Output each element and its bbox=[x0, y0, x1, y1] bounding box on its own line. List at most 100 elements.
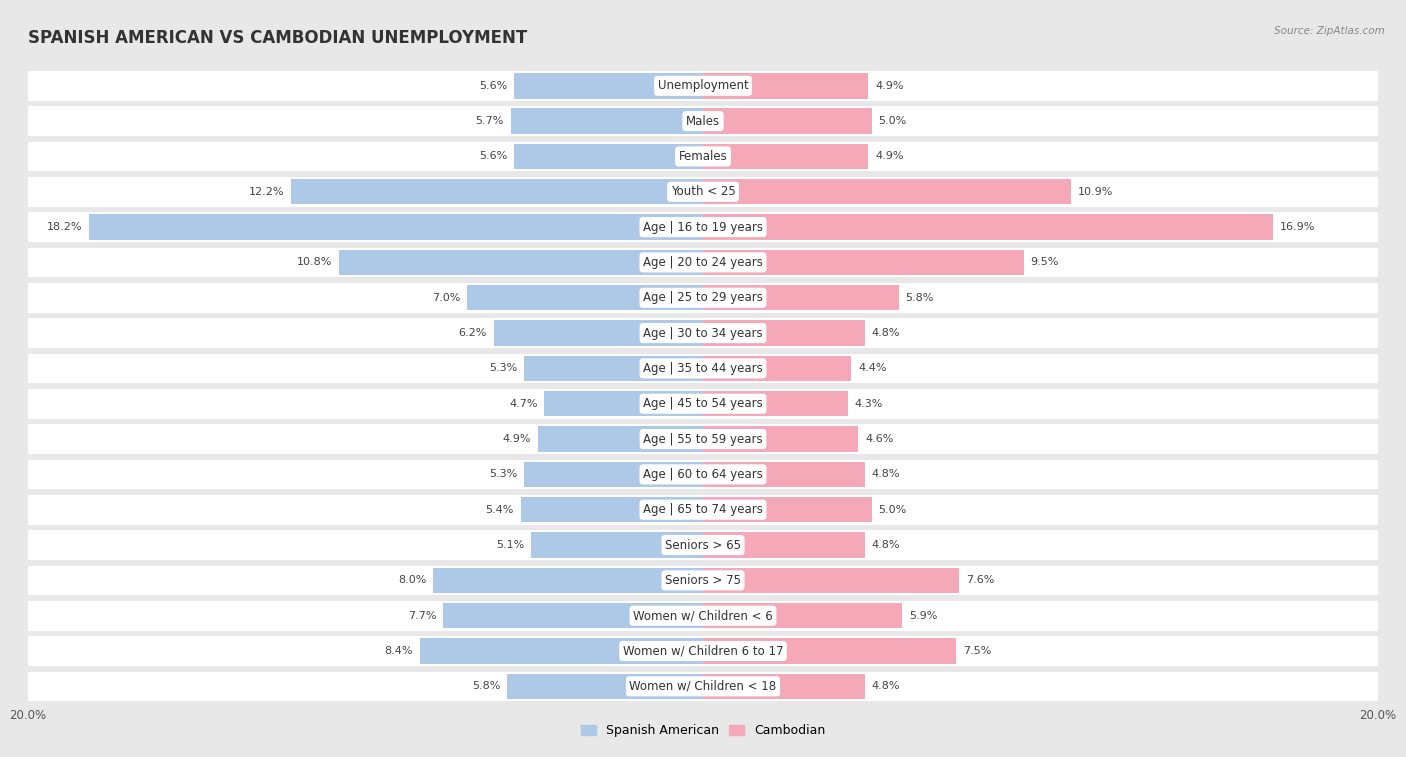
Bar bbox=[467, 285, 703, 310]
Bar bbox=[494, 320, 703, 346]
Bar bbox=[28, 354, 1378, 383]
Bar bbox=[703, 108, 872, 134]
Text: 5.8%: 5.8% bbox=[905, 293, 934, 303]
Text: 5.0%: 5.0% bbox=[879, 116, 907, 126]
Legend: Spanish American, Cambodian: Spanish American, Cambodian bbox=[576, 719, 830, 743]
Text: 4.8%: 4.8% bbox=[872, 328, 900, 338]
Text: Unemployment: Unemployment bbox=[658, 79, 748, 92]
Text: Age | 25 to 29 years: Age | 25 to 29 years bbox=[643, 291, 763, 304]
Bar bbox=[443, 603, 703, 628]
Bar bbox=[28, 248, 1378, 277]
Text: 5.6%: 5.6% bbox=[479, 81, 508, 91]
Text: 10.8%: 10.8% bbox=[297, 257, 332, 267]
Bar bbox=[703, 462, 865, 487]
Bar bbox=[28, 459, 1378, 489]
Text: 5.0%: 5.0% bbox=[879, 505, 907, 515]
Text: Age | 55 to 59 years: Age | 55 to 59 years bbox=[643, 432, 763, 446]
Bar bbox=[508, 674, 703, 699]
Text: 5.4%: 5.4% bbox=[485, 505, 515, 515]
Text: 16.9%: 16.9% bbox=[1279, 222, 1316, 232]
Text: Age | 65 to 74 years: Age | 65 to 74 years bbox=[643, 503, 763, 516]
Text: 5.8%: 5.8% bbox=[472, 681, 501, 691]
Bar bbox=[703, 391, 848, 416]
Bar bbox=[28, 177, 1378, 207]
Text: 7.5%: 7.5% bbox=[963, 646, 991, 656]
Bar bbox=[703, 320, 865, 346]
Bar bbox=[703, 426, 858, 452]
Text: 4.8%: 4.8% bbox=[872, 540, 900, 550]
Bar bbox=[433, 568, 703, 593]
Text: Seniors > 65: Seniors > 65 bbox=[665, 538, 741, 552]
Bar bbox=[28, 565, 1378, 595]
Bar bbox=[703, 73, 869, 98]
Text: Women w/ Children < 6: Women w/ Children < 6 bbox=[633, 609, 773, 622]
Bar bbox=[28, 671, 1378, 701]
Bar bbox=[28, 318, 1378, 348]
Text: 8.0%: 8.0% bbox=[398, 575, 426, 585]
Text: 12.2%: 12.2% bbox=[249, 187, 284, 197]
Bar bbox=[524, 356, 703, 381]
Bar bbox=[703, 250, 1024, 275]
Bar bbox=[703, 568, 959, 593]
Bar bbox=[537, 426, 703, 452]
Bar bbox=[515, 144, 703, 169]
Bar bbox=[28, 389, 1378, 419]
Text: Age | 35 to 44 years: Age | 35 to 44 years bbox=[643, 362, 763, 375]
Text: 5.3%: 5.3% bbox=[489, 469, 517, 479]
Text: Males: Males bbox=[686, 114, 720, 128]
Text: 5.1%: 5.1% bbox=[496, 540, 524, 550]
Text: Age | 20 to 24 years: Age | 20 to 24 years bbox=[643, 256, 763, 269]
Text: Seniors > 75: Seniors > 75 bbox=[665, 574, 741, 587]
Text: 4.9%: 4.9% bbox=[875, 151, 904, 161]
Text: 18.2%: 18.2% bbox=[46, 222, 82, 232]
Text: 7.6%: 7.6% bbox=[966, 575, 994, 585]
Bar bbox=[28, 212, 1378, 242]
Bar bbox=[703, 285, 898, 310]
Text: 4.3%: 4.3% bbox=[855, 399, 883, 409]
Bar bbox=[419, 638, 703, 664]
Bar bbox=[703, 144, 869, 169]
Text: 5.6%: 5.6% bbox=[479, 151, 508, 161]
Text: 9.5%: 9.5% bbox=[1031, 257, 1059, 267]
Bar bbox=[28, 636, 1378, 666]
Bar bbox=[28, 424, 1378, 454]
Text: Women w/ Children < 18: Women w/ Children < 18 bbox=[630, 680, 776, 693]
Text: Age | 16 to 19 years: Age | 16 to 19 years bbox=[643, 220, 763, 234]
Bar bbox=[703, 674, 865, 699]
Bar bbox=[291, 179, 703, 204]
Bar bbox=[544, 391, 703, 416]
Bar bbox=[28, 106, 1378, 136]
Bar bbox=[28, 601, 1378, 631]
Bar bbox=[703, 356, 852, 381]
Text: Source: ZipAtlas.com: Source: ZipAtlas.com bbox=[1274, 26, 1385, 36]
Text: Youth < 25: Youth < 25 bbox=[671, 185, 735, 198]
Text: 10.9%: 10.9% bbox=[1077, 187, 1114, 197]
Bar bbox=[339, 250, 703, 275]
Bar bbox=[28, 495, 1378, 525]
Text: SPANISH AMERICAN VS CAMBODIAN UNEMPLOYMENT: SPANISH AMERICAN VS CAMBODIAN UNEMPLOYME… bbox=[28, 29, 527, 47]
Bar bbox=[28, 142, 1378, 171]
Text: 5.7%: 5.7% bbox=[475, 116, 503, 126]
Text: 4.9%: 4.9% bbox=[875, 81, 904, 91]
Text: 4.4%: 4.4% bbox=[858, 363, 887, 373]
Text: 4.7%: 4.7% bbox=[509, 399, 537, 409]
Text: 8.4%: 8.4% bbox=[384, 646, 413, 656]
Text: Women w/ Children 6 to 17: Women w/ Children 6 to 17 bbox=[623, 644, 783, 658]
Text: 7.0%: 7.0% bbox=[432, 293, 460, 303]
Bar bbox=[28, 71, 1378, 101]
Bar bbox=[28, 283, 1378, 313]
Bar bbox=[703, 179, 1071, 204]
Bar bbox=[515, 73, 703, 98]
Bar bbox=[703, 532, 865, 558]
Text: 5.9%: 5.9% bbox=[908, 611, 938, 621]
Text: Age | 45 to 54 years: Age | 45 to 54 years bbox=[643, 397, 763, 410]
Bar bbox=[703, 603, 903, 628]
Text: 6.2%: 6.2% bbox=[458, 328, 486, 338]
Text: 4.6%: 4.6% bbox=[865, 434, 893, 444]
Bar bbox=[703, 497, 872, 522]
Text: 4.8%: 4.8% bbox=[872, 681, 900, 691]
Bar bbox=[510, 108, 703, 134]
Text: Age | 60 to 64 years: Age | 60 to 64 years bbox=[643, 468, 763, 481]
Bar bbox=[703, 214, 1274, 240]
Bar bbox=[89, 214, 703, 240]
